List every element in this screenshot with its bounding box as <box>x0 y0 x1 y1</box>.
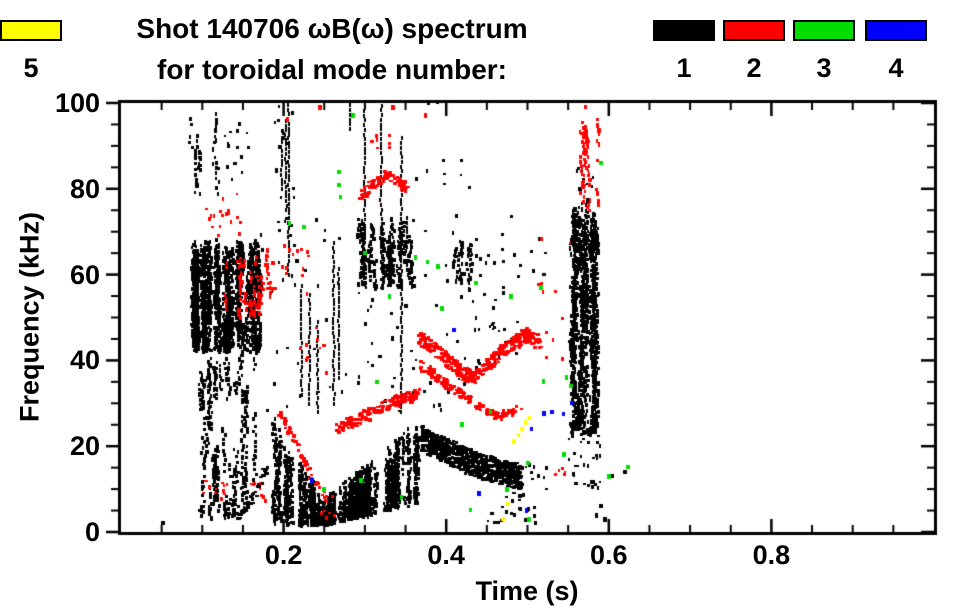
legend-item-mode2: 2 <box>723 20 785 84</box>
x-tick-label: 0.8 <box>752 540 791 570</box>
y-tick-label: 20 <box>69 431 100 462</box>
y-tick-label: 0 <box>84 517 100 547</box>
y-tick-label: 100 <box>54 88 100 118</box>
chart-title: Shot 140706 ωB(ω) spectrum for toroidal … <box>92 8 572 90</box>
legend-item-mode5: 5 <box>0 20 62 84</box>
chart-title-line2: for toroidal mode number: <box>157 54 507 85</box>
legend-item-mode3: 3 <box>793 20 855 84</box>
legend-label-mode2: 2 <box>746 53 762 83</box>
y-tick-label: 40 <box>69 345 100 376</box>
x-tick-label: 0.6 <box>590 540 628 570</box>
legend-swatch-mode5 <box>0 20 62 41</box>
legend-item-mode1: 1 <box>653 20 715 84</box>
legend-swatch-mode3 <box>793 20 855 41</box>
y-tick-label: 80 <box>69 173 100 204</box>
x-tick-label: 0.2 <box>264 540 303 570</box>
legend-swatch-mode1 <box>653 20 715 41</box>
legend-swatch-mode4 <box>865 20 927 41</box>
legend-item-mode4: 4 <box>865 20 927 84</box>
legend-label-mode4: 4 <box>888 53 904 83</box>
y-tick-label: 60 <box>69 259 100 290</box>
legend-label-mode1: 1 <box>676 53 692 83</box>
chart-title-line1: Shot 140706 ωB(ω) spectrum <box>136 13 528 44</box>
x-axis-title: Time (s) <box>475 576 579 606</box>
legend-swatch-mode2 <box>723 20 785 41</box>
y-axis-title: Frequency (kHz) <box>14 211 45 423</box>
x-tick-label: 0.4 <box>427 540 465 570</box>
legend-label-mode5: 5 <box>23 53 39 83</box>
legend-label-mode3: 3 <box>816 53 832 83</box>
